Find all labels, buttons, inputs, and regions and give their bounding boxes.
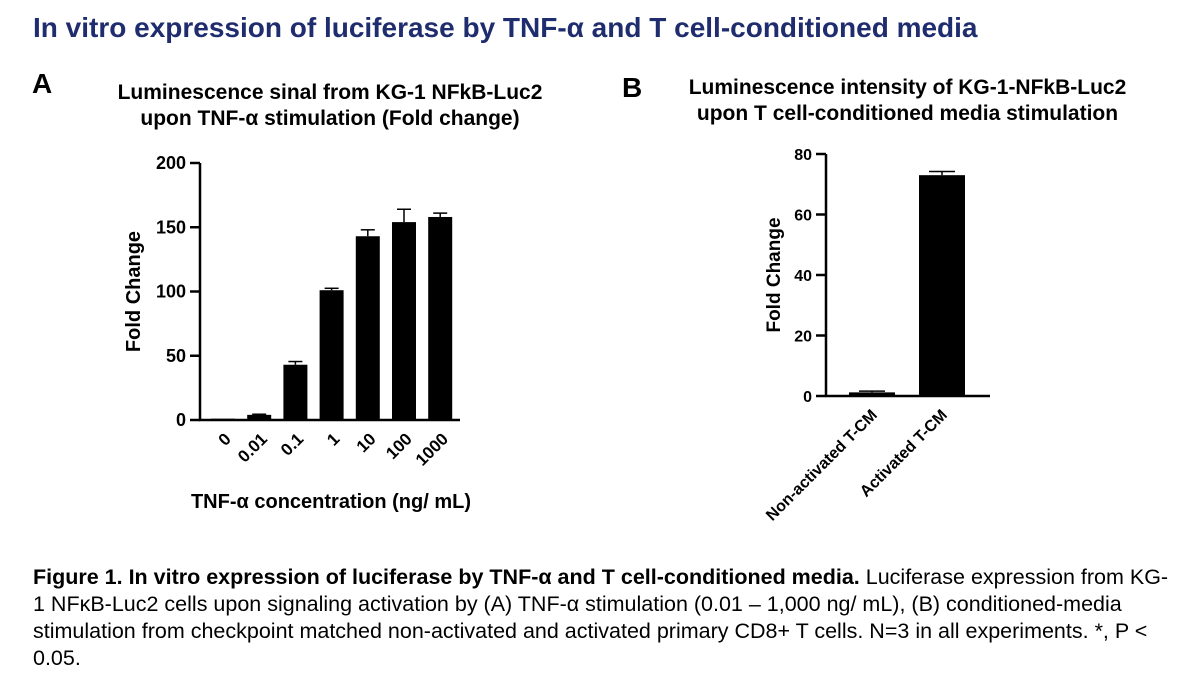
- chart-a-bar: [319, 290, 344, 420]
- chart-b-y-tick-label: 0: [803, 389, 812, 406]
- panel-b-title-line2: upon T cell-conditioned media stimulatio…: [696, 102, 1119, 125]
- chart-b-y-tick-label: 40: [794, 268, 812, 285]
- panel-a-title-line2: upon TNF-α stimulation (Fold change): [140, 107, 520, 130]
- chart-b-y-tick-label: 20: [794, 329, 812, 346]
- chart-a-bar: [211, 418, 235, 420]
- chart-a-y-axis-label: Fold Change: [123, 231, 145, 352]
- chart-a-bar: [355, 236, 380, 420]
- panel-a-title: Luminescence sinal from KG-1 NFkB-Luc2 u…: [70, 80, 590, 132]
- page-title: In vitro expression of luciferase by TNF…: [33, 12, 978, 43]
- caption-text: Luciferase expression from KG-1 NFκB-Luc…: [33, 565, 1169, 670]
- panel-b-title-line1: Luminescence intensity of KG-1-NFkB-Luc2: [688, 76, 1127, 99]
- caption-bold: Figure 1. In vitro expression of lucifer…: [33, 565, 860, 589]
- chart-a-y-tick-label: 0: [176, 410, 186, 430]
- chart-b-y-tick-label: 60: [794, 208, 812, 225]
- figure-caption: Figure 1. In vitro expression of lucifer…: [33, 564, 1173, 672]
- chart-a-y-tick-label: 50: [166, 346, 186, 366]
- chart-a-y-tick-label: 150: [156, 217, 186, 237]
- chart-a-bar: [392, 222, 416, 420]
- chart-b-bar: [919, 175, 965, 396]
- chart-a-y-tick-label: 200: [156, 153, 186, 173]
- chart-a-y-tick-label: 100: [156, 282, 186, 302]
- panel-b-letter: B: [622, 72, 643, 103]
- chart-a-x-axis-label: TNF-α concentration (ng/ mL): [191, 491, 471, 513]
- chart-a-bar: [428, 216, 453, 420]
- chart-b-y-tick-label: 80: [794, 147, 812, 164]
- chart-b-bar: [849, 392, 895, 396]
- chart-a-bar: [247, 414, 272, 420]
- panel-a-letter: A: [32, 68, 53, 99]
- chart-b-x-tick-label: Non-activated T-CM: [763, 407, 881, 525]
- chart-a-bar: [283, 364, 308, 420]
- panel-a-title-line1: Luminescence sinal from KG-1 NFkB-Luc2: [117, 81, 543, 104]
- panel-b-title: Luminescence intensity of KG-1-NFkB-Luc2…: [660, 75, 1155, 127]
- chart-b-y-axis-label: Fold Change: [764, 217, 785, 332]
